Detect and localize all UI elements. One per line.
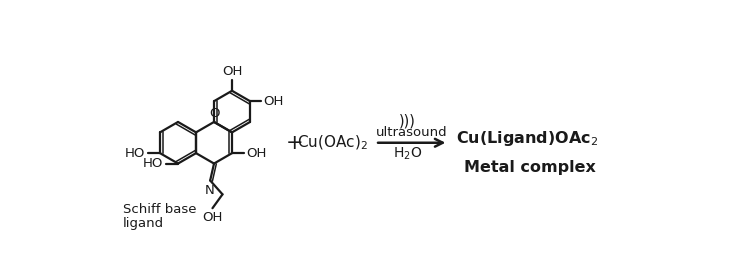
- Text: Cu(OAc)$_2$: Cu(OAc)$_2$: [297, 134, 368, 152]
- Text: OH: OH: [247, 147, 267, 160]
- Text: OH: OH: [222, 65, 242, 78]
- Text: Schiff base: Schiff base: [122, 203, 196, 216]
- Text: ))): ))): [399, 114, 416, 129]
- Text: N: N: [205, 184, 214, 197]
- Text: HO: HO: [143, 157, 164, 170]
- Text: H$_2$O: H$_2$O: [393, 146, 422, 162]
- Text: O: O: [209, 107, 219, 120]
- Text: ligand: ligand: [122, 217, 164, 230]
- Text: HO: HO: [125, 147, 146, 160]
- Text: OH: OH: [202, 211, 223, 224]
- Text: ultrasound: ultrasound: [376, 126, 447, 139]
- Text: OH: OH: [263, 95, 284, 108]
- Text: Cu(Ligand)OAc$_2$: Cu(Ligand)OAc$_2$: [456, 129, 598, 149]
- Text: Metal complex: Metal complex: [464, 160, 596, 175]
- Text: +: +: [286, 133, 303, 153]
